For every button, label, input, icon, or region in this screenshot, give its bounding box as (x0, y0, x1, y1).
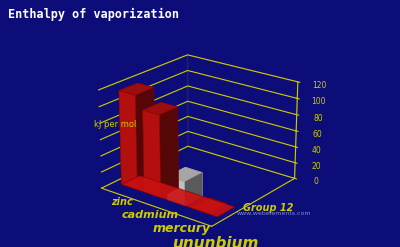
Text: Enthalpy of vaporization: Enthalpy of vaporization (8, 7, 179, 21)
